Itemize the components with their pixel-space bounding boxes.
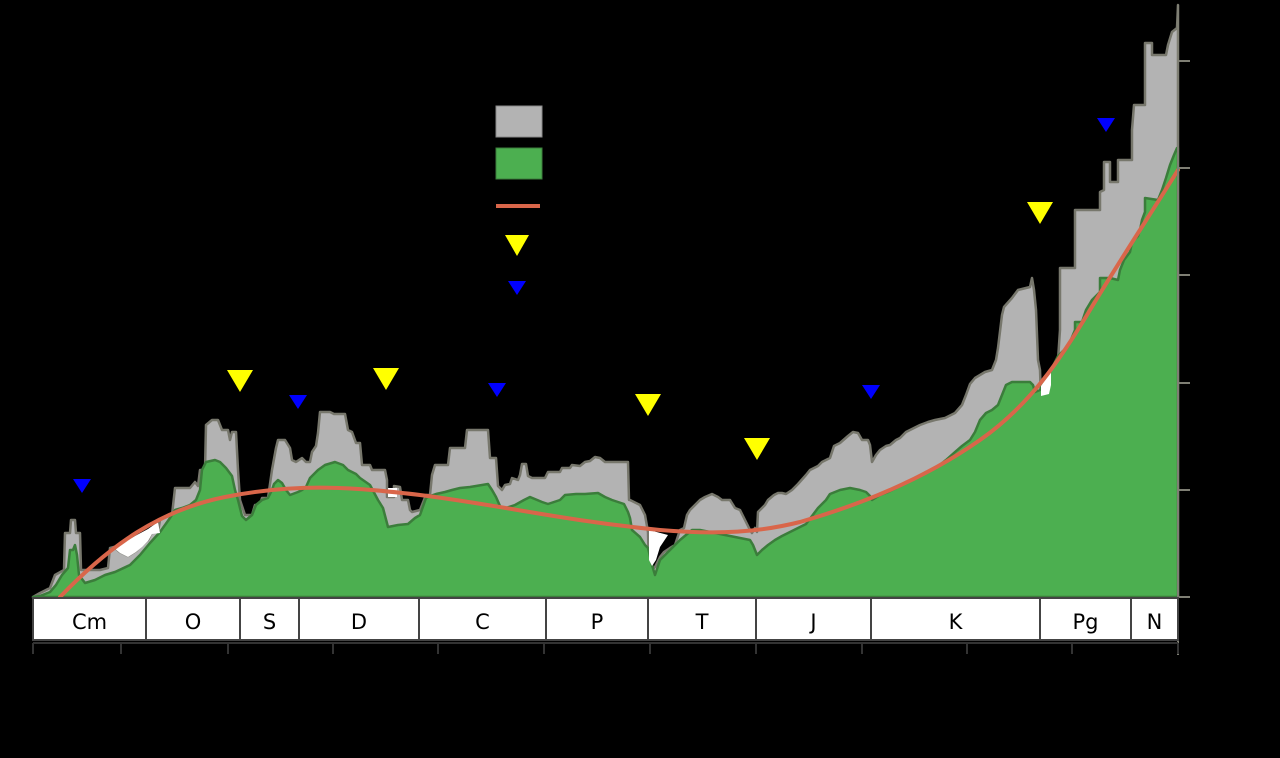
- x-axis: [32, 642, 1179, 654]
- period-s: S: [239, 597, 300, 641]
- minor-extinction-icon: [289, 395, 307, 409]
- period-label: N: [1147, 610, 1163, 634]
- period-label: P: [591, 610, 604, 634]
- extinction-markers: [73, 118, 1115, 493]
- gray-area-all-genera: [31, 3, 1180, 599]
- minor-extinction-icon: [862, 385, 880, 399]
- period-n: N: [1130, 597, 1179, 641]
- major-extinction-icon: [744, 438, 770, 460]
- legend-minor-extinction-icon: [508, 281, 526, 295]
- period-label: Cm: [72, 610, 107, 634]
- period-label: C: [475, 610, 490, 634]
- period-k: K: [870, 597, 1041, 641]
- legend-swatch-green: [495, 147, 543, 180]
- gap-region-cambrian: [108, 522, 160, 557]
- period-bar: Cm O S D C P T J K Pg N: [32, 597, 1179, 641]
- period-p: P: [545, 597, 649, 641]
- gap-region-permian: [649, 530, 668, 566]
- period-cm: Cm: [32, 597, 147, 641]
- minor-extinction-icon: [1097, 118, 1115, 132]
- period-label: K: [949, 610, 964, 634]
- period-d: D: [298, 597, 420, 641]
- period-label: D: [351, 610, 367, 634]
- major-extinction-icon: [227, 370, 253, 392]
- legend-swatch-gray: [495, 105, 543, 138]
- y-axis: [1177, 5, 1190, 655]
- period-j: J: [755, 597, 872, 641]
- period-label: T: [695, 610, 709, 634]
- period-label: Pg: [1073, 610, 1099, 634]
- minor-extinction-icon: [488, 383, 506, 397]
- period-c: C: [418, 597, 547, 641]
- period-o: O: [145, 597, 241, 641]
- legend-major-extinction-icon: [505, 235, 529, 256]
- major-extinction-icon: [1027, 202, 1053, 224]
- period-pg: Pg: [1039, 597, 1132, 641]
- trend-curve: [58, 168, 1180, 599]
- gap-region-paleogene: [1041, 372, 1051, 396]
- minor-extinction-icon: [73, 479, 91, 493]
- period-t: T: [647, 597, 757, 641]
- major-extinction-icon: [635, 394, 661, 416]
- period-label: O: [185, 610, 202, 634]
- period-label: J: [808, 610, 816, 634]
- major-extinction-icon: [373, 368, 399, 390]
- period-label: S: [263, 610, 276, 634]
- legend: [495, 105, 543, 295]
